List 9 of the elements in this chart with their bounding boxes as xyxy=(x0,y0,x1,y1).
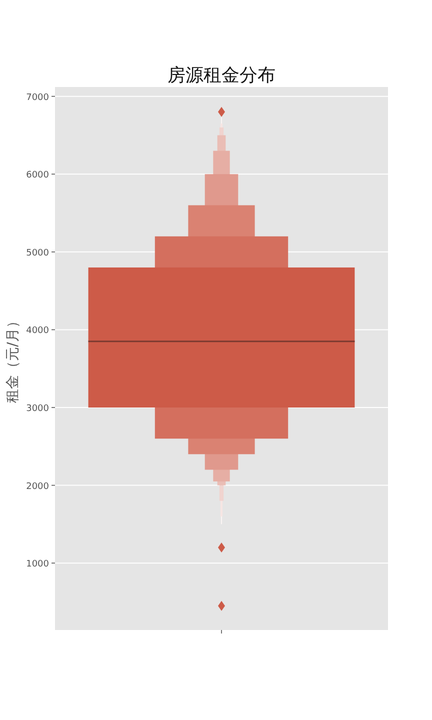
y-tick-label: 6000 xyxy=(26,170,50,181)
chart-title: 房源租金分布 xyxy=(168,65,276,86)
y-tick-label: 2000 xyxy=(26,482,50,492)
y-tick-label: 3000 xyxy=(26,404,50,414)
y-tick-label: 7000 xyxy=(26,92,50,103)
y-tick-label: 4000 xyxy=(26,326,50,336)
y-tick-label: 1000 xyxy=(26,560,50,570)
y-axis-title: 租金（元/月） xyxy=(5,314,21,403)
y-tick-label: 5000 xyxy=(26,248,50,258)
